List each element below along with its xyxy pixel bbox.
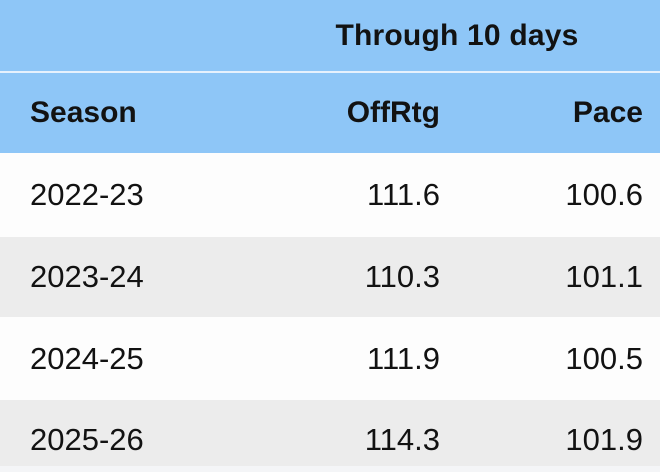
- season-cell: 2022-23: [30, 177, 144, 212]
- column-header-offrtg: OffRtg: [346, 96, 440, 129]
- offrtg-cell: 111.9: [367, 340, 440, 376]
- table-row: 2025-26 114.3 101.9: [0, 400, 660, 466]
- pace-cell: 101.9: [565, 422, 643, 457]
- table-row: 2023-24 110.3 101.1: [0, 237, 660, 317]
- column-header-row: Season OffRtg Pace: [0, 73, 660, 153]
- bottom-edge-strip: [0, 466, 660, 472]
- table-row: 2024-25 111.9 100.5: [0, 317, 660, 400]
- column-header-pace: Pace: [572, 96, 643, 129]
- offrtg-cell: 110.3: [364, 259, 440, 294]
- group-header-row: Through 10 days: [0, 0, 660, 73]
- column-header-season: Season: [30, 96, 137, 129]
- pace-cell: 101.1: [565, 259, 643, 294]
- table-row: 2022-23 111.6 100.6: [0, 153, 660, 237]
- season-cell: 2023-24: [30, 259, 144, 294]
- season-cell: 2024-25: [30, 340, 144, 376]
- pace-cell: 100.5: [565, 340, 643, 376]
- offrtg-cell: 114.3: [364, 422, 440, 457]
- offrtg-cell: 111.6: [367, 177, 440, 212]
- season-cell: 2025-26: [30, 422, 144, 457]
- group-header-label: Through 10 days: [335, 18, 579, 52]
- pace-cell: 100.6: [565, 177, 643, 212]
